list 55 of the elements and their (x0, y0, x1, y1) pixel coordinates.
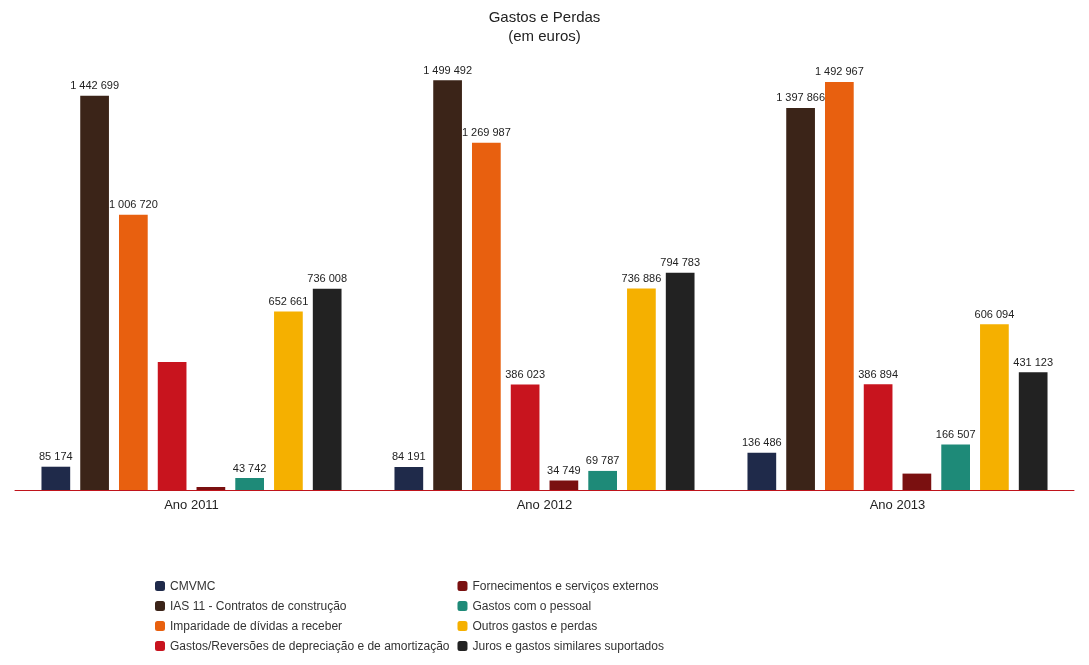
legend-label: Outros gastos e perdas (472, 619, 598, 633)
data-label: 136 486 (741, 436, 782, 449)
data-label: 1 442 699 (70, 79, 120, 92)
bar (433, 80, 462, 490)
data-label: 386 023 (505, 367, 545, 380)
bar (627, 288, 656, 490)
bar (980, 324, 1009, 490)
data-label: 166 507 (935, 427, 976, 440)
data-label: 652 661 (268, 295, 309, 308)
data-label: 736 886 (621, 272, 662, 285)
legend-label: Juros e gastos similares suportados (472, 639, 664, 653)
data-label: 606 094 (974, 307, 1015, 320)
bar (747, 452, 777, 490)
x-tick-label: Ano 2013 (869, 497, 926, 512)
data-label: 386 894 (858, 367, 898, 380)
bar (119, 214, 148, 490)
legend-label: CMVMC (170, 579, 216, 593)
bar (825, 81, 854, 490)
data-label: 85 174 (39, 450, 73, 463)
data-label: 794 783 (660, 256, 701, 269)
chart-title: Gastos e Perdas (488, 8, 601, 25)
bar (235, 478, 264, 490)
data-label: 1 006 720 (108, 198, 158, 211)
legend-label: Gastos com o pessoal (472, 599, 592, 613)
data-label: 431 123 (1013, 355, 1054, 368)
data-label: 69 787 (585, 454, 620, 467)
bar (196, 486, 226, 490)
data-label: 34 749 (547, 464, 581, 476)
bar (902, 473, 932, 490)
bar (588, 470, 617, 490)
bar (41, 466, 71, 490)
bar (472, 142, 501, 490)
bar (665, 272, 695, 490)
data-label: 1 492 967 (814, 65, 864, 78)
bar (941, 444, 970, 490)
data-label: 736 008 (307, 272, 348, 285)
x-tick-label: Ano 2012 (516, 497, 573, 512)
legend-label: IAS 11 - Contratos de construção (170, 599, 347, 613)
data-label: 84 191 (392, 450, 426, 463)
data-label: 1 499 492 (423, 63, 473, 76)
bar (394, 466, 424, 490)
x-tick-label: Ano 2011 (164, 497, 219, 512)
data-label: 43 742 (232, 461, 267, 474)
bar (80, 95, 109, 490)
bar (1018, 372, 1048, 490)
legend-label: Imparidade de dívidas a receber (170, 619, 343, 633)
bar (274, 311, 303, 490)
chart-subtitle: (em euros) (508, 27, 581, 44)
bar (786, 107, 815, 490)
bar (312, 288, 342, 490)
data-label: 1 269 987 (461, 126, 511, 139)
data-label: 1 397 866 (776, 91, 826, 104)
legend-label: Fornecimentos e serviços externos (472, 579, 659, 593)
bar (549, 480, 579, 490)
legend-label: Gastos/Reversões de depreciação e de amortização (170, 639, 450, 653)
